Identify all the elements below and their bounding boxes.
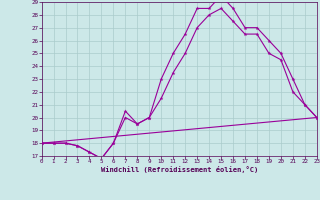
X-axis label: Windchill (Refroidissement éolien,°C): Windchill (Refroidissement éolien,°C) (100, 166, 258, 173)
